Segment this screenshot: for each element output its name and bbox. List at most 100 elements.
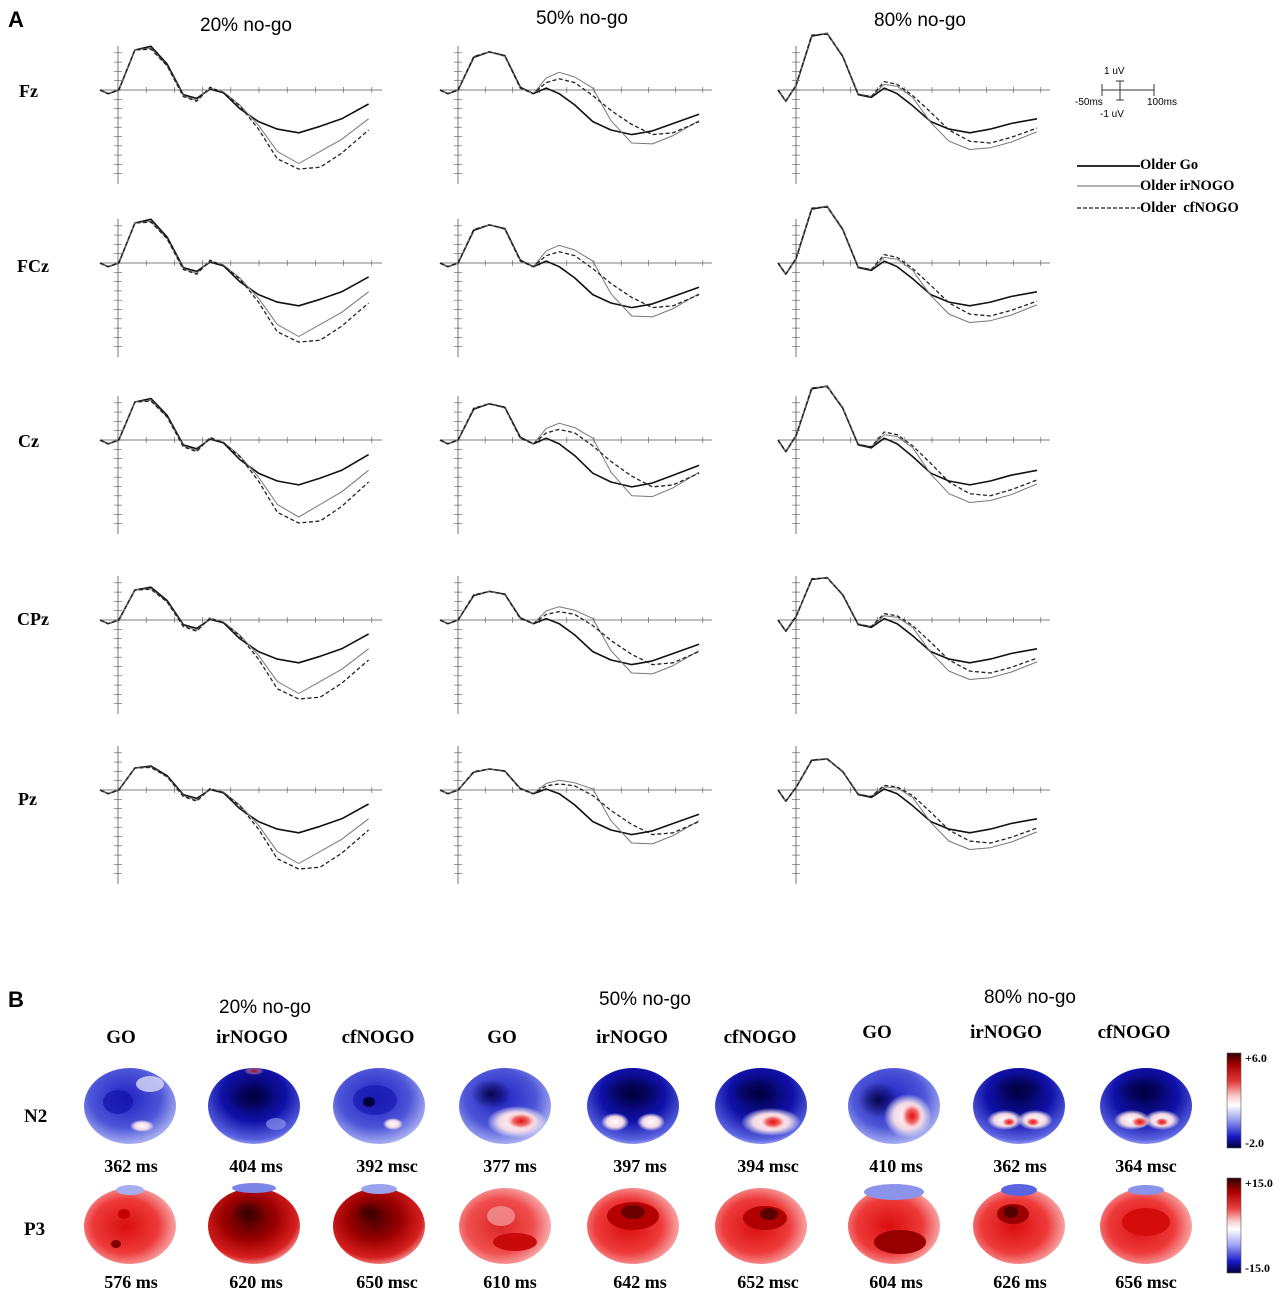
erp-line-cfnogo-80-fcz <box>777 206 1038 317</box>
colorbar-n2-max: +6.0 <box>1245 1051 1267 1065</box>
erp-line-go-20-cz <box>99 397 370 486</box>
erp-line-irnogo-20-cz <box>99 399 369 518</box>
erp-panel-50-cz <box>439 396 712 534</box>
time-n2-9: 364 msc <box>1115 1156 1177 1176</box>
time-n2-3: 392 msc <box>356 1156 418 1176</box>
colorbar-p3-min: -15.0 <box>1245 1261 1270 1275</box>
electrode-label-cz: Cz <box>18 431 39 451</box>
topomap-n2-cfnogo-20 <box>333 1068 425 1144</box>
erp-line-cfnogo-20-pz <box>99 766 370 870</box>
erp-line-irnogo-50-pz <box>439 768 700 845</box>
erp-line-irnogo-20-fcz <box>99 220 369 337</box>
panel-b-label: B <box>8 987 24 1012</box>
electrode-label-pz: Pz <box>18 789 37 809</box>
scale-up-label: 1 uV <box>1104 66 1125 77</box>
map-column-irnogo-50: irNOGO <box>596 1027 668 1048</box>
erp-line-cfnogo-50-cz <box>439 403 700 488</box>
erp-line-go-50-cz <box>439 403 700 488</box>
time-n2-8: 362 ms <box>993 1156 1047 1176</box>
erp-line-go-80-fcz <box>777 205 1038 307</box>
colorbar-n2-min: -2.0 <box>1245 1136 1264 1150</box>
scale-right-label: 100ms <box>1147 97 1177 108</box>
topomap-n2-irnogo-20 <box>208 1067 300 1144</box>
time-n2-1: 362 ms <box>104 1156 158 1176</box>
electrode-label-cpz: CPz <box>17 609 49 629</box>
time-p3-2: 620 ms <box>229 1272 283 1292</box>
erp-line-cfnogo-80-pz <box>777 758 1038 844</box>
scale-left-label: -50ms <box>1075 97 1103 108</box>
time-n2-4: 377 ms <box>483 1156 537 1176</box>
legend-label-go: Older Go <box>1140 157 1198 173</box>
time-p3-6: 652 msc <box>737 1272 799 1292</box>
erp-panel-50-cpz <box>439 576 712 714</box>
legend: Older Go Older irNOGO Older cfNOGO <box>1077 157 1239 216</box>
erp-line-go-50-cpz <box>439 590 700 666</box>
erp-line-go-80-cz <box>777 385 1038 486</box>
erp-line-cfnogo-50-fcz <box>439 224 700 309</box>
colorbar-p3-max: +15.0 <box>1245 1176 1273 1190</box>
erp-waveform-grid <box>99 32 1050 884</box>
map-column-irnogo-20: irNOGO <box>216 1027 288 1048</box>
time-p3-4: 610 ms <box>483 1272 537 1292</box>
topomap-n2-cfnogo-50 <box>715 1068 807 1144</box>
time-p3-8: 626 ms <box>993 1272 1047 1292</box>
scale-down-label: -1 uV <box>1100 109 1124 120</box>
erp-line-irnogo-50-cpz <box>439 590 700 675</box>
topomap-p3-irnogo-20 <box>208 1183 300 1264</box>
panel-a-label: A <box>8 7 24 32</box>
topomap-n2-irnogo-50 <box>587 1068 679 1144</box>
condition-title-80: 80% no-go <box>874 10 966 31</box>
erp-line-go-20-cpz <box>99 586 369 664</box>
time-p3-7: 604 ms <box>869 1272 923 1292</box>
topomap-p3-irnogo-50 <box>587 1188 679 1264</box>
erp-panel-80-fz <box>777 32 1050 184</box>
erp-line-irnogo-80-cpz <box>777 577 1038 680</box>
erp-line-irnogo-50-fcz <box>439 224 700 318</box>
erp-panel-80-pz <box>777 746 1050 884</box>
erp-line-irnogo-80-cz <box>777 385 1038 503</box>
legend-label-cfnogo: Older cfNOGO <box>1140 200 1239 216</box>
map-condition-80: 80% no-go <box>984 987 1076 1008</box>
map-column-go-50: GO <box>487 1027 517 1048</box>
erp-line-go-50-fcz <box>439 224 700 309</box>
time-n2-6: 394 msc <box>737 1156 799 1176</box>
topomap-p3-go-50 <box>459 1188 551 1264</box>
erp-line-go-20-fcz <box>99 218 369 307</box>
scale-bar: 1 uV -1 uV -50ms 100ms <box>1075 66 1177 120</box>
time-n2-2: 404 ms <box>229 1156 283 1176</box>
erp-line-go-20-pz <box>99 765 369 834</box>
erp-line-irnogo-20-cpz <box>99 588 369 694</box>
time-p3-3: 650 msc <box>356 1272 418 1292</box>
erp-panel-20-cz <box>99 396 382 534</box>
map-column-cfnogo-50: cfNOGO <box>724 1027 797 1048</box>
topomap-n2-go-20 <box>84 1068 176 1144</box>
erp-panel-20-fcz <box>99 218 382 357</box>
erp-line-cfnogo-50-cpz <box>439 590 700 666</box>
erp-line-cfnogo-20-cpz <box>99 588 370 700</box>
erp-line-go-50-pz <box>439 768 700 836</box>
erp-line-irnogo-20-pz <box>99 766 369 864</box>
legend-label-irnogo: Older irNOGO <box>1140 178 1234 194</box>
time-p3-1: 576 ms <box>104 1272 158 1292</box>
erp-line-cfnogo-80-fz <box>777 33 1038 144</box>
colorbar-n2 <box>1226 1052 1242 1149</box>
erp-panel-80-cpz <box>777 576 1050 714</box>
erp-line-go-80-fz <box>777 32 1038 134</box>
erp-panel-50-fz <box>439 46 712 184</box>
time-n2-5: 397 ms <box>613 1156 667 1176</box>
erp-panel-20-pz <box>99 746 382 884</box>
time-n2-7: 410 ms <box>869 1156 923 1176</box>
map-column-cfnogo-80: cfNOGO <box>1098 1022 1171 1043</box>
erp-panel-50-fcz <box>439 219 712 357</box>
topomap-n2-irnogo-80 <box>973 1068 1065 1144</box>
erp-line-irnogo-50-fz <box>439 51 700 145</box>
topomap-p3-irnogo-80 <box>973 1184 1065 1264</box>
erp-panel-20-fz <box>99 45 382 184</box>
map-column-irnogo-80: irNOGO <box>970 1022 1042 1043</box>
electrode-label-fcz: FCz <box>17 256 49 276</box>
erp-line-cfnogo-80-cpz <box>777 577 1038 674</box>
electrode-label-fz: Fz <box>19 81 38 101</box>
condition-title-20: 20% no-go <box>200 15 292 36</box>
erp-panel-50-pz <box>439 746 712 884</box>
